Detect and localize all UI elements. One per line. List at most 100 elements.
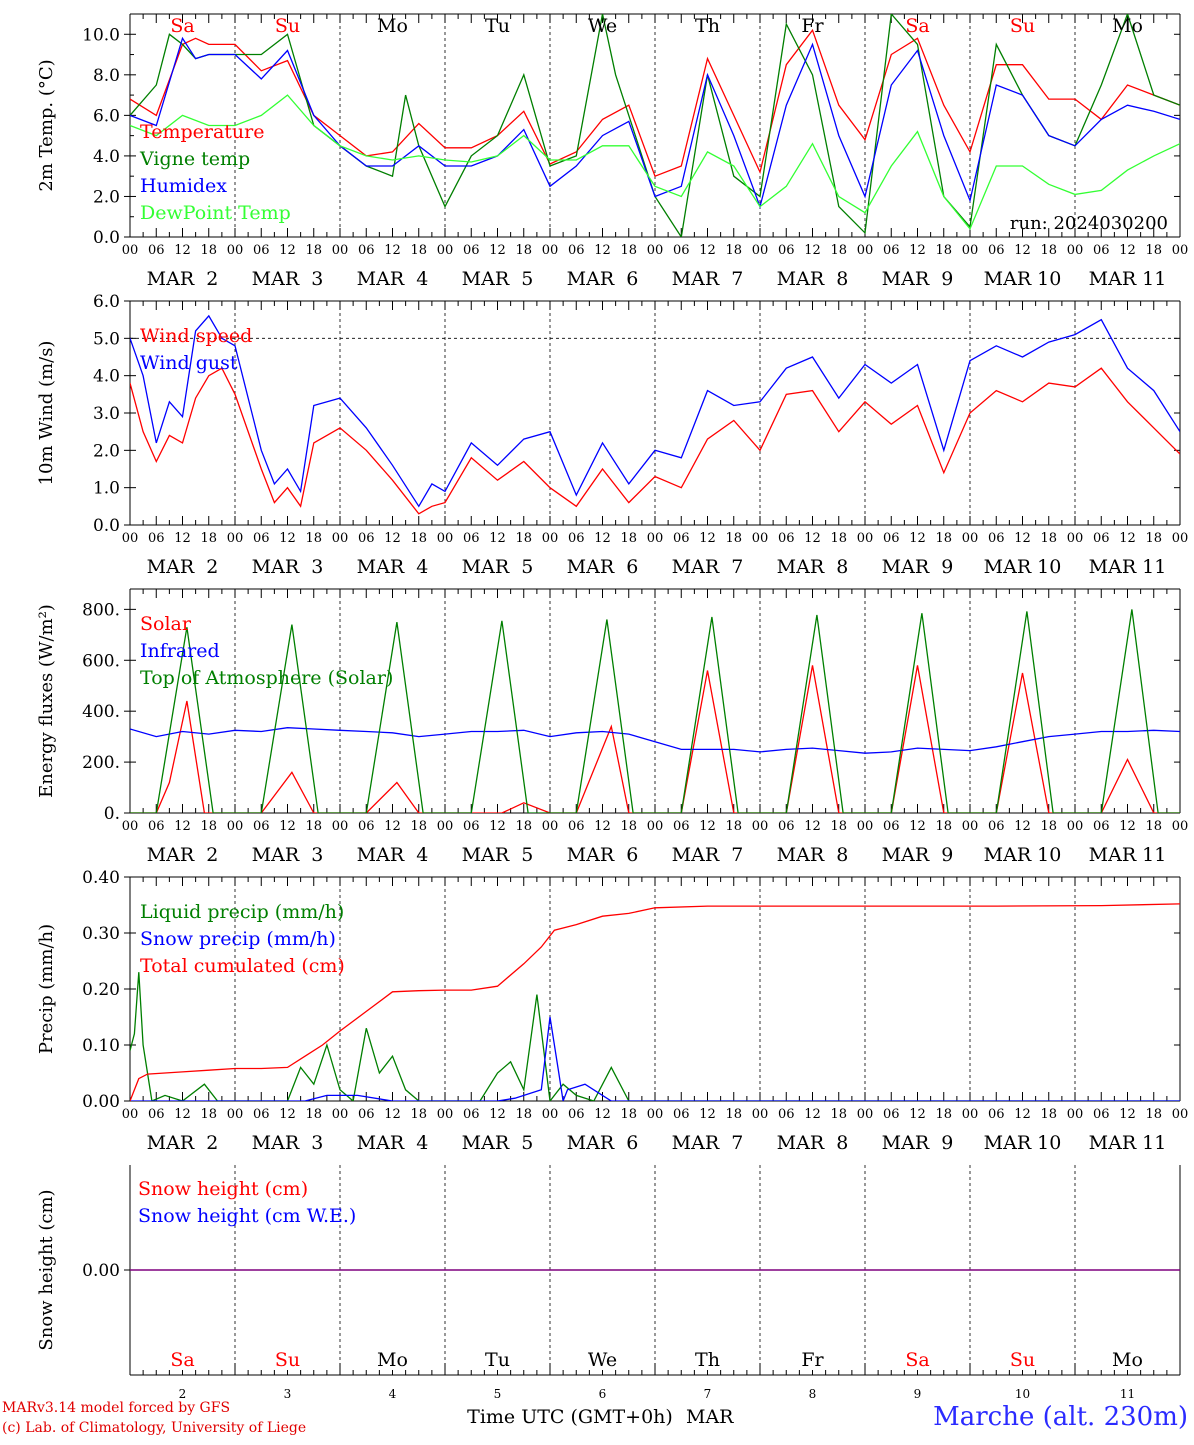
y-tick-label: 6.0 (93, 106, 120, 126)
day-of-week-bottom: Mo (377, 1349, 408, 1371)
hour-label: 00 (1067, 531, 1084, 546)
hour-label: 18 (935, 819, 952, 834)
date-label: MAR 5 (462, 844, 534, 866)
hour-label: 00 (752, 531, 769, 546)
date-label: MAR 8 (777, 556, 849, 578)
hour-label: 00 (752, 243, 769, 258)
hour-label: 06 (463, 243, 480, 258)
y-tick-label: 400. (82, 702, 120, 722)
hour-label: 12 (174, 243, 191, 258)
date-label: MAR 9 (882, 844, 954, 866)
hour-label: 00 (542, 1107, 559, 1122)
series-line-dewpoint-temp (130, 94, 1180, 231)
hour-label: 12 (804, 819, 821, 834)
day-of-week-bottom: Tu (485, 1349, 510, 1371)
hour-label: 06 (673, 1107, 690, 1122)
hour-label: 06 (358, 243, 375, 258)
hour-label: 12 (1119, 531, 1136, 546)
date-label: MAR 9 (882, 268, 954, 290)
hour-label: 00 (227, 819, 244, 834)
x-axis-title: Time UTC (GMT+0h) (467, 1406, 673, 1428)
panel-2: 0.0 1.0 2.0 3.0 4.0 5.0 6.0 10m Wind (m/s) Wind … (36, 292, 1188, 578)
y-axis-title: Energy fluxes (W/m²) (36, 604, 57, 798)
series-line-liquid-precip-mm-h (130, 972, 1180, 1101)
y-tick-label: 0.0 (93, 516, 120, 536)
legend-entry: Vigne temp (139, 148, 250, 170)
hour-label: 12 (174, 1107, 191, 1122)
hour-label: 12 (1119, 819, 1136, 834)
y-axis-title: 2m Temp. (°C) (36, 59, 57, 191)
date-label: MAR 2 (147, 268, 219, 290)
hour-label: 12 (804, 1107, 821, 1122)
date-label: MAR 8 (777, 268, 849, 290)
hour-label: 06 (253, 819, 270, 834)
y-tick-label: 0.0 (93, 228, 120, 248)
hour-label: 00 (857, 243, 874, 258)
date-label: MAR 3 (252, 844, 324, 866)
hour-label: 18 (830, 1107, 847, 1122)
day-of-week-bottom: Su (275, 1349, 300, 1371)
hour-label: 18 (305, 1107, 322, 1122)
date-label: MAR 7 (672, 1132, 744, 1154)
y-tick-label: 0. (104, 804, 120, 824)
hour-label: 00 (332, 819, 349, 834)
hour-label: 18 (1040, 1107, 1057, 1122)
hour-label: 18 (620, 1107, 637, 1122)
hour-label: 12 (594, 819, 611, 834)
hour-label: 06 (883, 531, 900, 546)
legend-entry: DewPoint Temp (140, 202, 291, 224)
hour-label: 18 (725, 1107, 742, 1122)
day-of-week-top: Sa (905, 15, 929, 37)
hour-label: 12 (279, 1107, 296, 1122)
day-of-week-bottom: We (588, 1349, 617, 1371)
series-line-infrared (130, 727, 1180, 754)
hour-label: 12 (174, 819, 191, 834)
date-label: MAR 7 (672, 844, 744, 866)
hour-label: 06 (463, 1107, 480, 1122)
hour-label: 00 (962, 243, 979, 258)
hour-label: 06 (568, 1107, 585, 1122)
hour-label: 18 (725, 819, 742, 834)
hour-label: 00 (227, 531, 244, 546)
hour-label: 18 (515, 819, 532, 834)
legend-entry: Top of Atmosphere (Solar) (140, 667, 393, 689)
panel-3: 0. 200. 400. 600. 800. Energy fluxes (W/m²) So… (36, 588, 1188, 866)
legend-entry: Infrared (140, 640, 220, 662)
hour-label: 06 (883, 1107, 900, 1122)
hour-label: 00 (857, 819, 874, 834)
date-label: MAR 6 (567, 844, 639, 866)
hour-label: 18 (515, 1107, 532, 1122)
hour-label: 18 (200, 243, 217, 258)
date-label: MAR 4 (357, 268, 429, 290)
series-line-temperature (130, 28, 1180, 178)
date-label: MAR 10 (984, 844, 1062, 866)
hour-label: 06 (463, 819, 480, 834)
date-label: MAR 9 (882, 1132, 954, 1154)
hour-label: 18 (935, 531, 952, 546)
hour-label: 06 (148, 531, 165, 546)
date-label: MAR 8 (777, 844, 849, 866)
hour-label: 00 (227, 243, 244, 258)
legend-entry: Solar (140, 613, 192, 635)
hour-label: 18 (830, 243, 847, 258)
hour-label: 12 (279, 243, 296, 258)
date-label: MAR 6 (567, 556, 639, 578)
y-tick-label: 0.40 (82, 868, 120, 888)
series-line-top-of-atmosphere-solar (130, 609, 1180, 813)
date-label: MAR 6 (567, 268, 639, 290)
date-label: MAR 4 (357, 1132, 429, 1154)
y-tick-label: 2.0 (93, 187, 120, 207)
date-label: MAR 7 (672, 556, 744, 578)
y-tick-label: 0.00 (82, 1092, 120, 1112)
hour-label: 12 (1119, 243, 1136, 258)
hour-label: 00 (647, 243, 664, 258)
hour-label: 06 (1093, 819, 1110, 834)
day-of-week-bottom: Sa (170, 1349, 194, 1371)
hour-label: 00 (437, 1107, 454, 1122)
date-label: MAR 11 (1089, 268, 1167, 290)
day-number: 7 (704, 1387, 712, 1401)
hour-label: 12 (699, 531, 716, 546)
day-number: 9 (914, 1387, 922, 1401)
y-tick-label: 5.0 (93, 329, 120, 349)
